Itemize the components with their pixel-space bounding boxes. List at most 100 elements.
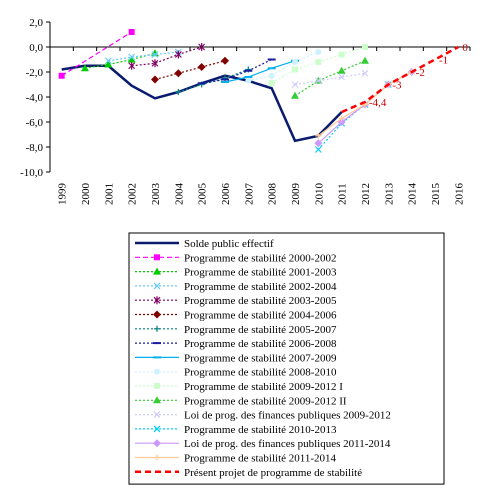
data-point xyxy=(221,56,229,65)
series-2 xyxy=(81,49,159,72)
legend-label: Programme de stabilité 2002-2004 xyxy=(184,281,337,293)
legend-marker xyxy=(153,310,161,319)
legend-marker xyxy=(153,267,161,275)
x-tick-label: 2009 xyxy=(290,183,302,206)
y-tick-label: -6,0 xyxy=(26,117,44,129)
legend-label: Loi de prog. des finances publiques 2011… xyxy=(184,438,391,450)
legend-label: Loi de prog. des finances publiques 2009… xyxy=(184,410,391,422)
data-point xyxy=(291,91,299,99)
legend-entry: Loi de prog. des finances publiques 2011… xyxy=(135,438,391,450)
legend-label: Programme de stabilité 2008-2010 xyxy=(184,367,337,379)
data-point xyxy=(338,115,345,122)
data-point xyxy=(315,59,322,65)
legend-marker xyxy=(154,383,160,389)
x-tick-label: 2001 xyxy=(103,183,115,205)
y-tick-label: -8,0 xyxy=(26,142,44,154)
series-7 xyxy=(197,58,276,85)
legend-entry: Programme de stabilité 2006-2008 xyxy=(135,338,337,350)
series-line xyxy=(248,51,319,82)
data-point xyxy=(362,44,368,50)
legend-entry: Programme de stabilité 2011-2014 xyxy=(135,453,337,465)
data-point xyxy=(268,80,275,87)
legend-marker xyxy=(153,296,161,305)
series-4 xyxy=(128,43,206,70)
x-tick-label: 2006 xyxy=(220,183,232,206)
legend-label: Programme de stabilité 2007-2009 xyxy=(184,352,337,364)
data-point xyxy=(174,50,182,59)
legend-label: Présent projet de programme de stabilité xyxy=(184,467,362,479)
legend-label: Programme de stabilité 2009-2012 I xyxy=(184,381,343,393)
x-tick-label: 2002 xyxy=(127,183,139,205)
legend-label: Programme de stabilité 2005-2007 xyxy=(184,324,337,336)
data-point xyxy=(338,73,346,81)
data-point xyxy=(292,59,298,65)
legend-label: Programme de stabilité 2009-2012 II xyxy=(184,395,347,407)
series-1 xyxy=(58,29,135,79)
legend-marker xyxy=(153,439,161,448)
series-line xyxy=(224,60,296,83)
data-point xyxy=(314,77,322,85)
data-point xyxy=(151,75,159,84)
series-line xyxy=(61,64,343,143)
legend-entry: Programme de stabilité 2000-2002 xyxy=(135,252,336,264)
series-line xyxy=(61,31,133,77)
legend-label: Programme de stabilité 2004-2006 xyxy=(184,310,337,322)
legend-entry: Présent projet de programme de stabilité xyxy=(135,467,362,479)
series-10 xyxy=(268,44,368,87)
x-tick-label: 2014 xyxy=(407,183,419,206)
data-point xyxy=(81,64,89,72)
legend-entry: Programme de stabilité 2005-2007 xyxy=(135,324,337,336)
x-tick-label: 2003 xyxy=(150,183,162,206)
legend-label: Programme de stabilité 2011-2014 xyxy=(184,453,337,465)
data-point xyxy=(314,139,323,148)
x-tick-label: 2005 xyxy=(197,183,209,206)
legend-entry: Programme de stabilité 2001-2003 xyxy=(135,267,337,279)
y-tick-label: -4,0 xyxy=(26,92,44,104)
x-tick-label: 2007 xyxy=(243,183,255,205)
series-9 xyxy=(245,49,322,84)
x-tick-label: 2010 xyxy=(313,183,325,206)
data-point xyxy=(338,51,345,58)
x-tick-label: 2011 xyxy=(337,183,349,205)
data-point xyxy=(174,69,183,78)
data-point xyxy=(128,53,136,61)
y-tick-label: -2,0 xyxy=(26,67,44,79)
series-12 xyxy=(291,69,369,88)
series-line xyxy=(294,72,366,86)
series-line xyxy=(131,46,202,67)
data-point xyxy=(291,81,299,88)
series-line xyxy=(108,51,179,62)
x-tick-label: 1999 xyxy=(57,183,69,206)
legend-label: Programme de stabilité 2003-2005 xyxy=(184,295,337,307)
series-0 xyxy=(61,64,343,143)
series-line xyxy=(341,45,459,114)
legend-label: Programme de stabilité 2006-2008 xyxy=(184,338,337,350)
x-tick-label: 2004 xyxy=(173,183,185,206)
legend-marker xyxy=(153,282,161,290)
series-8 xyxy=(221,59,299,83)
legend-marker xyxy=(154,325,160,332)
y-tick-label: 2,0 xyxy=(29,17,43,29)
data-point xyxy=(151,51,159,58)
series-line xyxy=(271,46,366,84)
data-point xyxy=(127,55,136,63)
legend-marker xyxy=(154,454,160,461)
data-point xyxy=(197,63,206,71)
y-tick-label: -10,0 xyxy=(20,167,43,179)
legend-entry: Programme de stabilité 2009-2012 I xyxy=(135,381,343,393)
legend-label: Solde public effectif xyxy=(184,238,274,250)
data-label: -3 xyxy=(392,80,402,92)
legend-entry: Programme de stabilité 2008-2010 xyxy=(135,367,337,379)
data-point xyxy=(361,69,369,77)
legend-marker xyxy=(153,411,161,419)
series-16 xyxy=(341,45,459,114)
legend-marker xyxy=(153,396,161,404)
data-point xyxy=(292,66,298,73)
legend-entry: Programme de stabilité 2009-2012 II xyxy=(135,395,347,407)
data-label: -1 xyxy=(439,55,448,67)
data-point xyxy=(337,66,346,74)
data-point xyxy=(128,61,136,70)
legend-entry: Programme de stabilité 2007-2009 xyxy=(135,352,337,364)
